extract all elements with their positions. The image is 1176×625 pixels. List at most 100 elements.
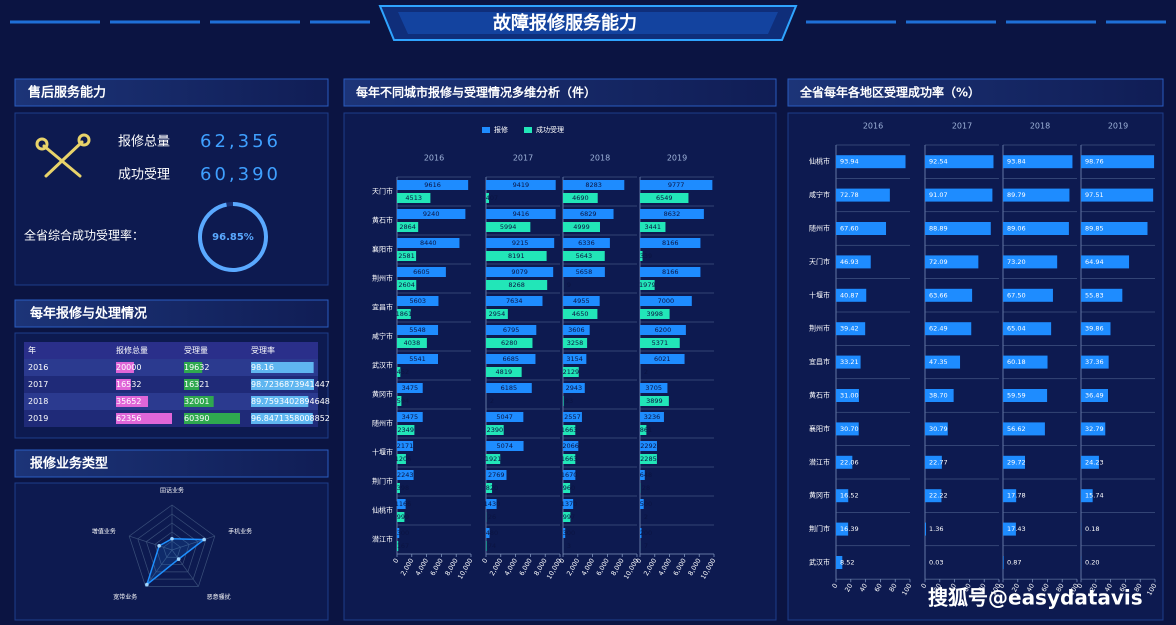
bar-label: 17.78 (1007, 492, 1026, 500)
bar-label: 3475 (402, 384, 419, 392)
bar (563, 209, 614, 219)
bar (563, 483, 571, 493)
bar-label: 648 (640, 471, 652, 479)
bar (640, 425, 647, 435)
bar (486, 251, 547, 261)
bar (563, 470, 576, 480)
bar-label: 8632 (664, 210, 681, 218)
bar-label: 3258 (567, 339, 584, 347)
bar (397, 238, 460, 248)
bar-label: 9416 (513, 210, 530, 218)
bar-label: 36.49 (1085, 392, 1104, 400)
bar-label: 2129 (563, 368, 580, 376)
bar-label: 22.06 (840, 458, 859, 466)
bar (1003, 422, 1045, 436)
bar-label: 9215 (512, 239, 529, 247)
bar-label: 32.79 (1085, 425, 1104, 433)
bar-label: 39.42 (840, 325, 859, 333)
gauge-value: 96.85% (212, 232, 254, 243)
bar (397, 396, 402, 406)
bar (486, 528, 490, 538)
stat-label: 报修总量 (118, 135, 170, 150)
bar-label: 4038 (404, 339, 421, 347)
bar-label: 22.22 (929, 492, 948, 500)
bar-label: 4819 (496, 368, 513, 376)
facet-label: 2018 (590, 154, 610, 163)
bar-label: 89.85 (1085, 225, 1104, 233)
bar (640, 209, 704, 219)
radar-ring (128, 504, 216, 587)
bar-label: 3154 (566, 355, 583, 363)
bar-label: 407 (486, 194, 498, 202)
watermark: 搜狐号@easydatavis (928, 586, 1143, 610)
bar-label: 88.89 (929, 225, 948, 233)
y-tick-label: 十堰市 (372, 448, 393, 457)
bar-label: 2292 (640, 442, 657, 450)
x-tick-label: 0 (391, 557, 400, 565)
x-tick-label: 0 (480, 557, 489, 565)
bar-label: 2 (644, 368, 648, 376)
bar-label: 5658 (576, 268, 593, 276)
bar-label: 8.52 (840, 559, 854, 567)
y-tick-label: 宜昌市 (809, 357, 830, 366)
bar (563, 338, 588, 348)
bar-label: 39.86 (1085, 325, 1104, 333)
radar-label: 增值业务 (92, 527, 116, 535)
bar-label: 9240 (423, 210, 440, 218)
bar (397, 425, 415, 435)
bar (486, 238, 555, 248)
bar-label: 60.18 (1007, 358, 1026, 366)
bar-label: 6021 (654, 355, 671, 363)
bar (640, 222, 666, 232)
bar (925, 355, 961, 369)
bar (563, 325, 590, 335)
bar-label: 2 (644, 513, 648, 521)
bar (1081, 222, 1148, 235)
bar (640, 325, 686, 335)
bar-label: 480 (486, 529, 498, 537)
bar-label: 4650 (572, 310, 589, 318)
bar-label: 83 (565, 397, 573, 405)
bar (640, 412, 664, 422)
bar-label: 56.62 (1007, 425, 1026, 433)
bar-label: 9616 (424, 181, 441, 189)
table-bar (184, 379, 200, 390)
bar-label: 55.83 (1085, 291, 1104, 299)
table-cell: 96.8471358008852 (251, 414, 330, 423)
bar-label: 2864 (399, 223, 416, 231)
bar (640, 454, 657, 464)
bar-label: 2557 (564, 413, 581, 421)
x-tick-label: 0 (997, 582, 1006, 590)
bar-label: 1206 (395, 455, 412, 463)
y-tick-label: 潜江市 (372, 535, 393, 544)
bar-label: 3236 (644, 413, 661, 421)
bar-label: 8283 (585, 181, 602, 189)
bar-label: 8166 (662, 239, 679, 247)
bar (925, 255, 979, 269)
bar-label: 6336 (578, 239, 595, 247)
table-cell: 98.16 (251, 363, 274, 372)
bar (397, 325, 439, 335)
bar (836, 322, 866, 336)
bar (397, 512, 405, 522)
bar (397, 309, 411, 319)
bar (1003, 455, 1025, 469)
bar-label: 16.39 (840, 525, 859, 533)
facet-label: 2016 (424, 154, 444, 163)
bar-label: 0.18 (1085, 525, 1099, 533)
table-bar (184, 413, 240, 424)
table-cell: 2016 (28, 363, 48, 372)
bar (836, 489, 849, 503)
bar (397, 354, 439, 364)
legend-swatch (524, 127, 532, 133)
bar (1003, 288, 1053, 302)
bar (836, 522, 849, 536)
facet-label: 2018 (1030, 122, 1050, 131)
bar (1003, 155, 1073, 169)
bar (640, 383, 668, 393)
x-tick-label: 80 (1055, 582, 1066, 593)
bar (1003, 188, 1070, 202)
x-tick-label: 80 (888, 582, 899, 593)
bar-label: 820 (486, 484, 498, 492)
title-bar (343, 78, 777, 107)
